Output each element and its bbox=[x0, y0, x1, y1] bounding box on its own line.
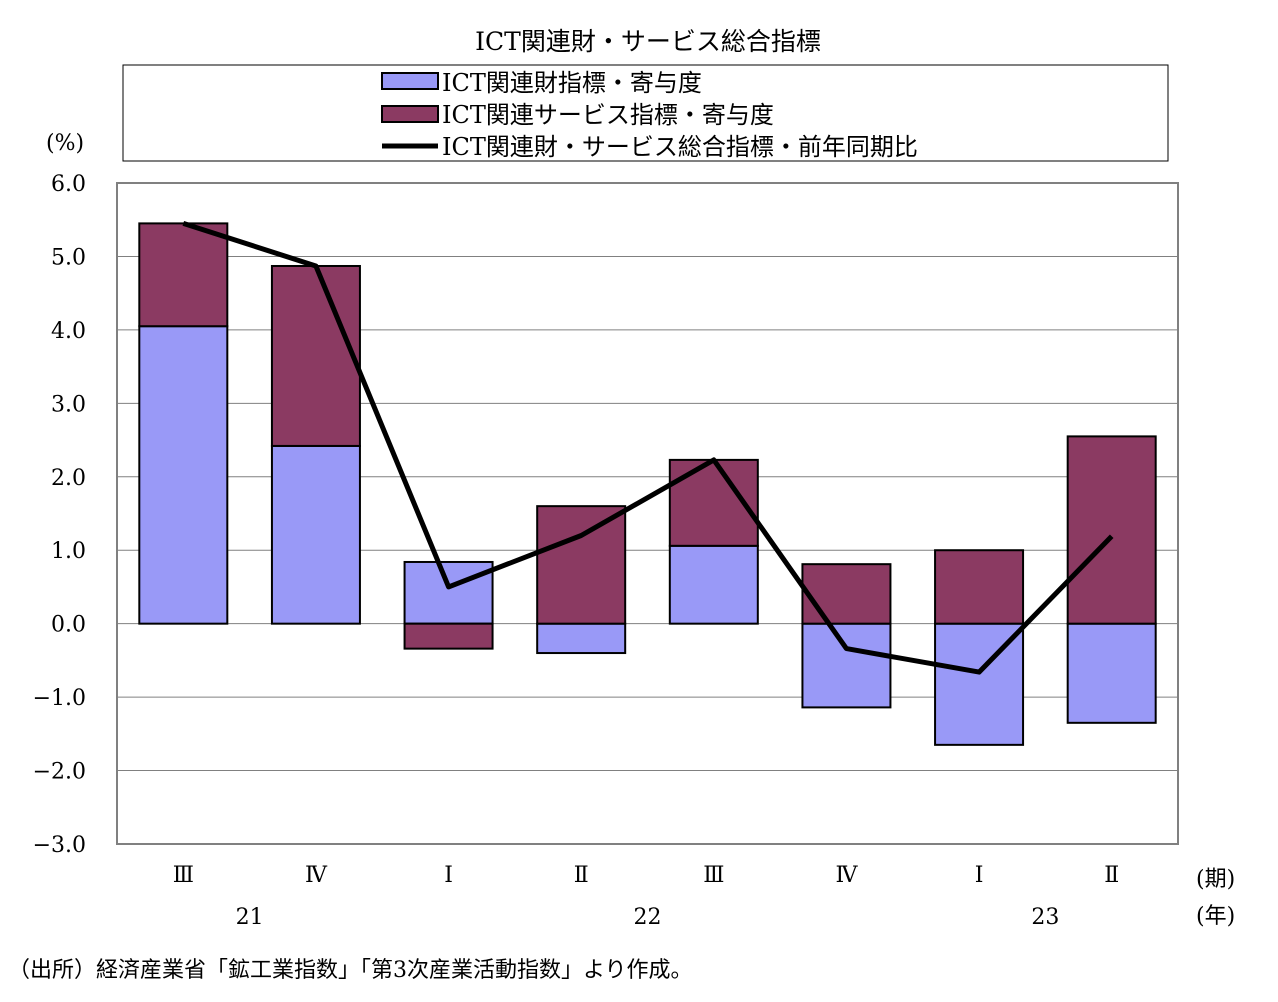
bar-goods bbox=[270, 444, 361, 625]
year-label: 22 bbox=[634, 905, 662, 930]
y-tick-label: 2.0 bbox=[51, 466, 86, 491]
total-line bbox=[182, 221, 1114, 675]
x-tick-label: Ⅲ bbox=[703, 863, 724, 888]
y-tick-label: −2.0 bbox=[33, 760, 86, 785]
x-tick-label: Ⅰ bbox=[975, 863, 984, 888]
legend-label-goods: ICT関連財指標・寄与度 bbox=[442, 69, 702, 97]
bar-goods bbox=[138, 325, 229, 625]
bar-services bbox=[934, 549, 1025, 625]
y-tick-label: −1.0 bbox=[33, 686, 86, 711]
y-tick-label: 6.0 bbox=[51, 172, 86, 197]
x-tick-label: Ⅳ bbox=[305, 863, 328, 888]
bar-services bbox=[801, 563, 892, 625]
bar-goods bbox=[536, 622, 627, 655]
legend-swatch-services bbox=[381, 105, 439, 123]
year-labels: 21 22 23 bbox=[236, 905, 1060, 930]
x-tick-label: Ⅳ bbox=[835, 863, 858, 888]
source-note: （出所）経済産業省「鉱工業指数」「第3次産業活動指数」より作成。 bbox=[8, 958, 693, 983]
bars bbox=[138, 222, 1157, 746]
bar-services bbox=[270, 264, 361, 447]
bar-services bbox=[138, 222, 229, 328]
bar-goods bbox=[801, 622, 892, 709]
y-tick-label: 3.0 bbox=[51, 392, 86, 417]
chart-svg: ICT関連財・サービス総合指標 ICT関連財指標・寄与度 ICT関連サービス指標… bbox=[33, 27, 1236, 930]
y-tick-label: 0.0 bbox=[51, 613, 86, 638]
x-axis-year-unit: (年) bbox=[1196, 904, 1235, 929]
chart-title: ICT関連財・サービス総合指標 bbox=[475, 27, 821, 56]
legend-swatch-goods bbox=[381, 72, 439, 90]
bar-goods bbox=[403, 560, 494, 625]
y-axis-unit: (%) bbox=[46, 131, 84, 156]
y-tick-labels: 6.0 5.0 4.0 3.0 2.0 1.0 0.0 −1.0 −2.0 −3.0 bbox=[33, 172, 86, 858]
x-tick-label: Ⅲ bbox=[173, 863, 194, 888]
bar-goods bbox=[1066, 622, 1157, 724]
bar-services bbox=[536, 505, 627, 625]
bar-services bbox=[1066, 435, 1157, 625]
legend-label-services: ICT関連サービス指標・寄与度 bbox=[442, 101, 774, 129]
legend-box bbox=[122, 64, 1169, 162]
year-label: 21 bbox=[236, 905, 264, 930]
plot-frame bbox=[116, 182, 1179, 845]
y-tick-label: 4.0 bbox=[51, 319, 86, 344]
y-tick-label: −3.0 bbox=[33, 833, 86, 858]
y-tick-label: 5.0 bbox=[51, 245, 86, 270]
total-line-group bbox=[182, 221, 1114, 675]
x-tick-labels: Ⅲ Ⅳ Ⅰ Ⅱ Ⅲ Ⅳ Ⅰ Ⅱ bbox=[173, 863, 1119, 888]
x-tick-label: Ⅱ bbox=[1104, 863, 1119, 888]
bar-goods bbox=[668, 544, 759, 625]
y-tick-label: 1.0 bbox=[51, 539, 86, 564]
x-tick-label: Ⅰ bbox=[444, 863, 453, 888]
bar-services bbox=[403, 622, 494, 650]
legend-label-total: ICT関連財・サービス総合指標・前年同期比 bbox=[442, 133, 918, 161]
x-axis-period-unit: (期) bbox=[1196, 867, 1235, 892]
year-label: 23 bbox=[1031, 905, 1059, 930]
x-tick-label: Ⅱ bbox=[574, 863, 589, 888]
